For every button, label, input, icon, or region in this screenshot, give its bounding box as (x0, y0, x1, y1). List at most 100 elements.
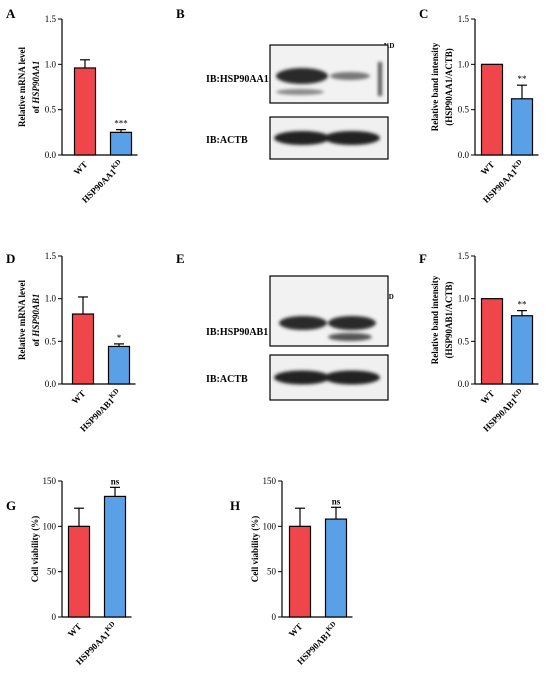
band-wt (276, 68, 328, 84)
category-label: WT (479, 388, 497, 406)
band-wt-faint (276, 89, 324, 95)
bar-wt (71, 313, 95, 385)
category-name: WT (70, 388, 88, 406)
y-tick-label: 0 (272, 612, 277, 622)
y-tick-label: 0.5 (458, 336, 470, 346)
y-axis-label: (HSP90AB1/ACTB) (444, 281, 454, 358)
y-tick-label: 0 (52, 612, 57, 622)
category-label: WT (287, 621, 305, 639)
y-axis-label: Relative mRNA level (17, 280, 27, 360)
y-tick-label: 0.5 (45, 105, 57, 115)
y-tick-label: 1.0 (458, 294, 470, 304)
category-name: WT (479, 159, 497, 177)
bar-wt (480, 63, 504, 156)
significance-label: ** (518, 300, 528, 310)
y-axis-label: Relative mRNA level (17, 47, 27, 127)
category-name: WT (72, 159, 90, 177)
y-tick-label: 0.0 (45, 150, 57, 160)
significance-label: ns (111, 476, 120, 486)
y-tick-label: 1.0 (45, 59, 57, 69)
panel-letter: H (230, 498, 240, 513)
category-label: WT (479, 159, 497, 177)
panel-letter: B (176, 6, 185, 21)
y-tick-label: 1.5 (45, 251, 57, 261)
y-tick-label: 1.0 (45, 294, 57, 304)
chart-panel-d: D 0.0 0.5 1.0 1.5 Relative mRNA level of HSP90… (6, 251, 136, 434)
band-kd (328, 316, 376, 330)
chart-panel-h: H 0 50 100 150 Cell viability (%) WT ns HSP90AB1… (230, 476, 353, 667)
y-tick-label: 50 (267, 567, 277, 577)
significance-label: * (117, 333, 122, 343)
bar-wt (288, 525, 312, 618)
y-tick-label: 0.0 (45, 379, 57, 389)
band-wt (279, 316, 327, 330)
panel-letter: G (6, 498, 16, 513)
y-tick-label: 0.5 (458, 105, 470, 115)
y-axis-label: Cell viability (%) (250, 516, 260, 583)
blot-bands (274, 62, 382, 145)
category-name: HSP90AB1 (78, 395, 116, 433)
panel-letter: E (176, 251, 185, 266)
y-axis-label: (HSP90AA1/ACTB) (444, 48, 454, 126)
bar-wt (73, 67, 97, 156)
bar-wt (480, 298, 504, 385)
band-kd (330, 72, 370, 80)
y-axis-label: of HSP90AB1 (31, 294, 41, 347)
band-actb-wt (274, 370, 330, 385)
y-axis-label: Relative band intensity (430, 42, 440, 131)
band-actb-kd (324, 370, 380, 385)
blot-row-label-actb: IB:ACTB (206, 374, 248, 385)
panel-letter: D (6, 251, 15, 266)
category-name: WT (66, 621, 84, 639)
panel-letter: A (6, 6, 16, 21)
category-name: HSP90AA1 (74, 628, 113, 667)
blot-bands (274, 316, 380, 385)
category-label: WT (72, 159, 90, 177)
y-label-gene: HSP90AA1 (31, 61, 41, 105)
y-tick-label: 1.0 (458, 59, 470, 69)
bar-kd (107, 345, 131, 385)
blot-row-label-actb: IB:ACTB (206, 135, 248, 146)
bar-kd (510, 315, 534, 385)
chart-panel-c: C 0.0 0.5 1.0 1.5 Relative band intensity (HSP… (419, 6, 539, 205)
y-tick-label: 1.5 (458, 251, 470, 261)
bar-kd (510, 98, 534, 156)
panel-letter: C (419, 6, 428, 21)
y-tick-label: 100 (43, 521, 57, 531)
y-tick-label: 0.0 (458, 150, 470, 160)
category-name: HSP90AB1 (295, 628, 333, 666)
category-name: WT (287, 621, 305, 639)
y-tick-label: 50 (47, 567, 57, 577)
blot-row-label-target: IB:HSP90AA1 (206, 74, 269, 85)
category-name: HSP90AA1 (80, 166, 119, 205)
y-axis-label: Relative band intensity (430, 275, 440, 364)
category-name: WT (479, 388, 497, 406)
y-axis-label: Cell viability (%) (30, 516, 40, 583)
bar-kd (109, 131, 133, 156)
bar-kd (103, 495, 127, 618)
significance-label: ns (332, 496, 341, 506)
significance-label: *** (114, 119, 128, 129)
band-actb-kd (324, 131, 380, 145)
chart-panel-a: A 0.0 0.5 1.0 1.5 Relative mRNA level of HSP90… (6, 6, 138, 205)
y-tick-label: 0.0 (458, 379, 470, 389)
significance-label: ** (518, 74, 528, 84)
y-tick-label: 150 (263, 476, 277, 486)
y-tick-label: 100 (263, 521, 277, 531)
lane-label-superscript: KD (384, 42, 395, 50)
bar-wt (67, 525, 91, 618)
chart-panel-g: G 0 50 100 150 Cell viability (%) WT ns HSP90AA1… (6, 476, 132, 667)
y-tick-label: 0.5 (45, 336, 57, 346)
category-label: WT (66, 621, 84, 639)
blot-row-label-target: IB:HSP90AB1 (206, 327, 268, 338)
blot-membrane-target (269, 275, 389, 347)
y-tick-label: 150 (43, 476, 57, 486)
chart-panel-f: F 0.0 0.5 1.0 1.5 Relative band intensity (HSP… (419, 251, 539, 434)
y-label-gene: HSP90AB1 (31, 294, 41, 338)
bar-kd (324, 518, 348, 618)
y-tick-label: 1.5 (45, 14, 57, 24)
band-kd-lower (328, 333, 372, 341)
